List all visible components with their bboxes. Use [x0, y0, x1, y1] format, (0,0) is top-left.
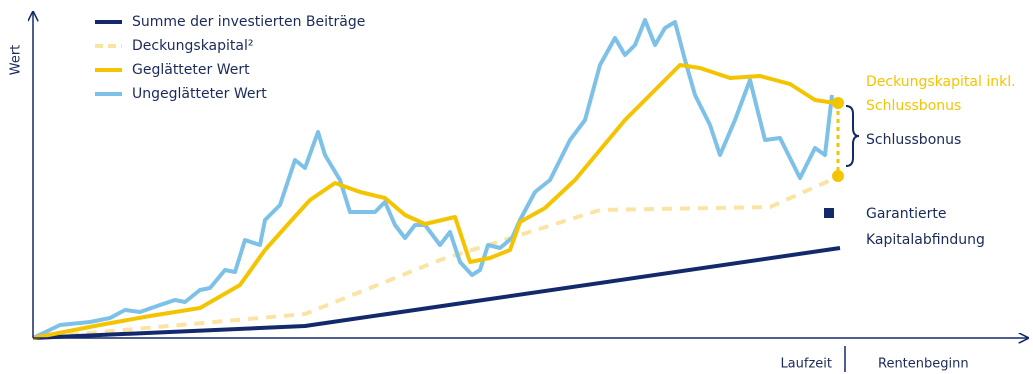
legend-label: Summe der investierten Beiträge — [132, 14, 365, 30]
annotation: Schlussbonus — [866, 132, 961, 148]
legend-label: Ungeglätteter Wert — [132, 86, 267, 102]
annotation: Deckungskapital inkl. — [866, 74, 1016, 90]
y-axis-label: Wert — [9, 45, 24, 76]
guaranteed-marker — [824, 208, 834, 218]
series-line — [32, 63, 836, 340]
legend-label: Geglätteter Wert — [132, 62, 250, 78]
annotation: Kapitalabfindung — [866, 232, 985, 248]
x-axis-label: Laufzeit — [780, 357, 832, 372]
series-line — [32, 246, 841, 340]
plot-area — [32, 18, 844, 340]
annotation: Garantierte — [866, 206, 947, 222]
end-label: Rentenbeginn — [878, 357, 969, 372]
series-line — [32, 18, 834, 340]
annotation: Schlussbonus — [866, 98, 961, 114]
legend-label: Deckungskapital² — [132, 38, 253, 54]
brace — [845, 105, 860, 167]
legend: Summe der investierten Beiträge Deckungsk… — [95, 14, 365, 102]
